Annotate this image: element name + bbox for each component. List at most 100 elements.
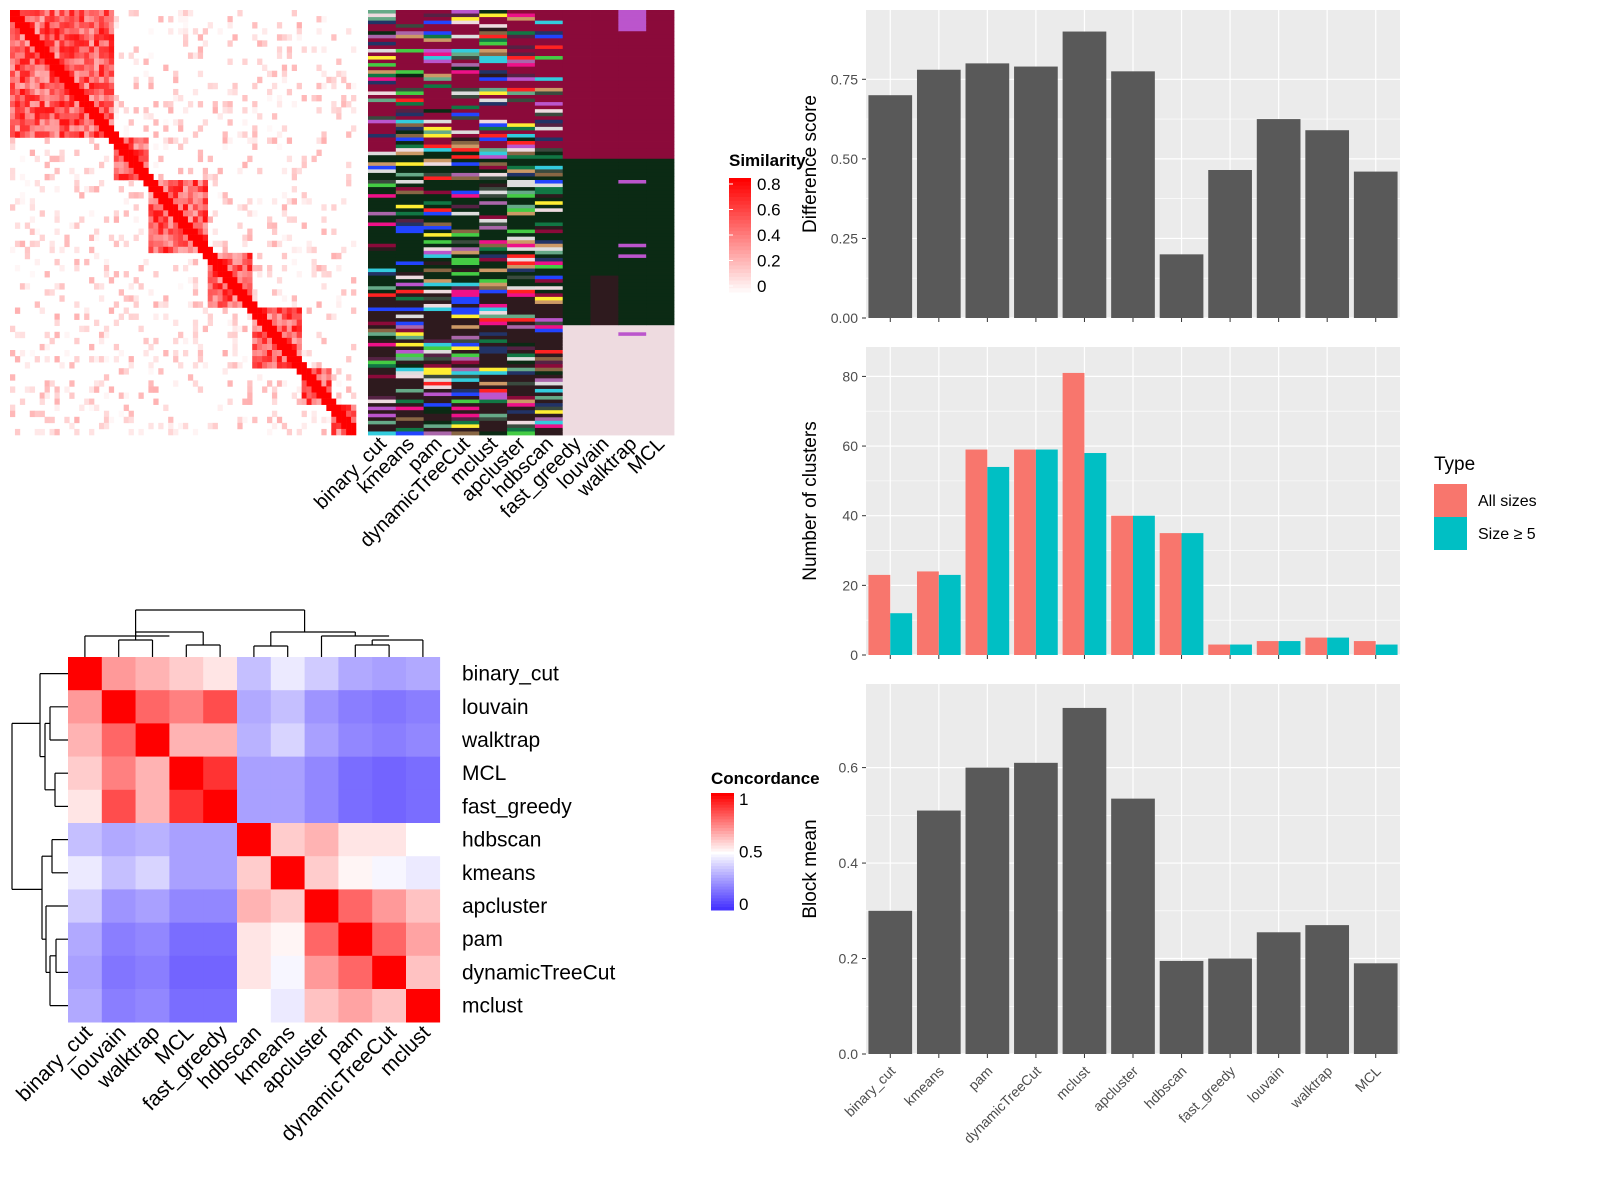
annotation-cell bbox=[646, 247, 675, 252]
similarity-cell bbox=[74, 246, 80, 254]
annotation-cell bbox=[423, 144, 452, 149]
annotation-cell bbox=[423, 268, 452, 273]
annotation-cell bbox=[646, 314, 675, 319]
similarity-cell bbox=[262, 337, 268, 345]
concordance-row-labels: binary_cutlouvainwalktrapMCLfast_greedyh… bbox=[461, 663, 615, 1018]
similarity-cell bbox=[321, 137, 327, 144]
similarity-cell bbox=[346, 28, 352, 35]
annotation-cell bbox=[479, 34, 508, 39]
annotation-cell bbox=[507, 346, 536, 351]
annotation-cell bbox=[618, 31, 647, 36]
annotation-cell bbox=[423, 151, 452, 156]
similarity-cell bbox=[276, 313, 283, 320]
annotation-cell bbox=[451, 109, 480, 114]
similarity-cell bbox=[118, 368, 124, 375]
similarity-cell bbox=[44, 95, 50, 102]
similarity-cell bbox=[296, 28, 302, 35]
annotation-cell bbox=[590, 133, 619, 138]
similarity-cell bbox=[346, 173, 352, 181]
similarity-cell bbox=[168, 240, 174, 248]
annotation-cell bbox=[479, 48, 508, 53]
similarity-cell bbox=[163, 240, 169, 248]
similarity-cell bbox=[103, 52, 110, 59]
similarity-cell bbox=[247, 252, 253, 260]
similarity-cell bbox=[14, 222, 21, 229]
similarity-cell bbox=[301, 368, 307, 375]
bar bbox=[1208, 958, 1252, 1054]
similarity-cell bbox=[34, 28, 40, 35]
similarity-cell bbox=[173, 319, 179, 327]
annotation-cell bbox=[395, 211, 425, 216]
similarity-cell bbox=[113, 240, 120, 248]
similarity-cell bbox=[336, 404, 342, 412]
similarity-cell bbox=[296, 319, 302, 327]
annotation-cell bbox=[368, 98, 397, 103]
similarity-cell bbox=[54, 88, 60, 96]
concordance-cell bbox=[338, 756, 373, 791]
similarity-cell bbox=[84, 10, 90, 17]
concordance-cell bbox=[203, 723, 238, 757]
similarity-cell bbox=[44, 88, 50, 96]
similarity-cell bbox=[39, 428, 45, 436]
similarity-cell bbox=[24, 107, 31, 114]
annotation-cell bbox=[368, 197, 397, 202]
annotation-cell bbox=[395, 403, 425, 408]
similarity-cell bbox=[168, 192, 174, 199]
annotation-cell bbox=[423, 243, 452, 248]
annotation-cell bbox=[479, 335, 508, 340]
legend-gradient-step bbox=[729, 200, 751, 206]
annotation-cell bbox=[534, 169, 564, 174]
concordance-legend-tick: 0 bbox=[739, 895, 748, 914]
concordance-cell bbox=[68, 657, 103, 691]
similarity-cell bbox=[158, 246, 164, 254]
annotation-cell bbox=[395, 66, 425, 71]
similarity-cell bbox=[306, 386, 312, 393]
annotation-cell bbox=[590, 293, 619, 298]
annotation-cell bbox=[534, 367, 564, 372]
annotation-cell bbox=[646, 296, 675, 301]
similarity-cell bbox=[49, 173, 55, 181]
similarity-cell bbox=[74, 46, 80, 53]
annotation-cell bbox=[590, 183, 619, 188]
legend-gradient-step bbox=[729, 242, 751, 247]
similarity-cell bbox=[237, 325, 243, 333]
similarity-cell bbox=[59, 125, 65, 132]
similarity-cell bbox=[79, 52, 85, 59]
similarity-cell bbox=[143, 350, 149, 357]
similarity-cell bbox=[321, 368, 327, 375]
annotation-cell bbox=[646, 303, 675, 308]
annotation-cell bbox=[479, 77, 508, 82]
similarity-cell bbox=[10, 46, 16, 53]
annotation-cell bbox=[507, 20, 536, 25]
similarity-cell bbox=[148, 52, 154, 59]
similarity-cell bbox=[306, 392, 312, 399]
annotation-cell bbox=[507, 303, 536, 308]
similarity-cell bbox=[10, 107, 16, 114]
similarity-cell bbox=[222, 246, 228, 254]
annotation-cell bbox=[618, 17, 647, 22]
similarity-cell bbox=[29, 22, 36, 29]
similarity-cell bbox=[232, 265, 238, 272]
similarity-cell bbox=[192, 131, 199, 138]
annotation-cell bbox=[646, 413, 675, 418]
annotation-cell bbox=[590, 236, 619, 241]
similarity-cell bbox=[242, 271, 248, 278]
similarity-cell bbox=[54, 34, 60, 41]
similarity-cell bbox=[316, 392, 322, 399]
similarity-cell bbox=[34, 22, 40, 29]
annotation-cell bbox=[395, 417, 425, 422]
similarity-cell bbox=[187, 301, 194, 308]
similarity-cell bbox=[321, 398, 327, 405]
annotation-cell bbox=[479, 162, 508, 167]
annotation-cell bbox=[534, 399, 564, 404]
annotation-cell bbox=[534, 34, 564, 39]
similarity-cell bbox=[10, 88, 16, 96]
similarity-cell bbox=[89, 52, 95, 59]
similarity-cell bbox=[54, 28, 60, 35]
similarity-cell bbox=[148, 204, 154, 211]
annotation-cell bbox=[534, 130, 564, 135]
similarity-cell bbox=[242, 398, 248, 405]
annotation-cell bbox=[507, 187, 536, 192]
similarity-cell bbox=[207, 277, 213, 284]
similarity-cell bbox=[123, 155, 129, 163]
